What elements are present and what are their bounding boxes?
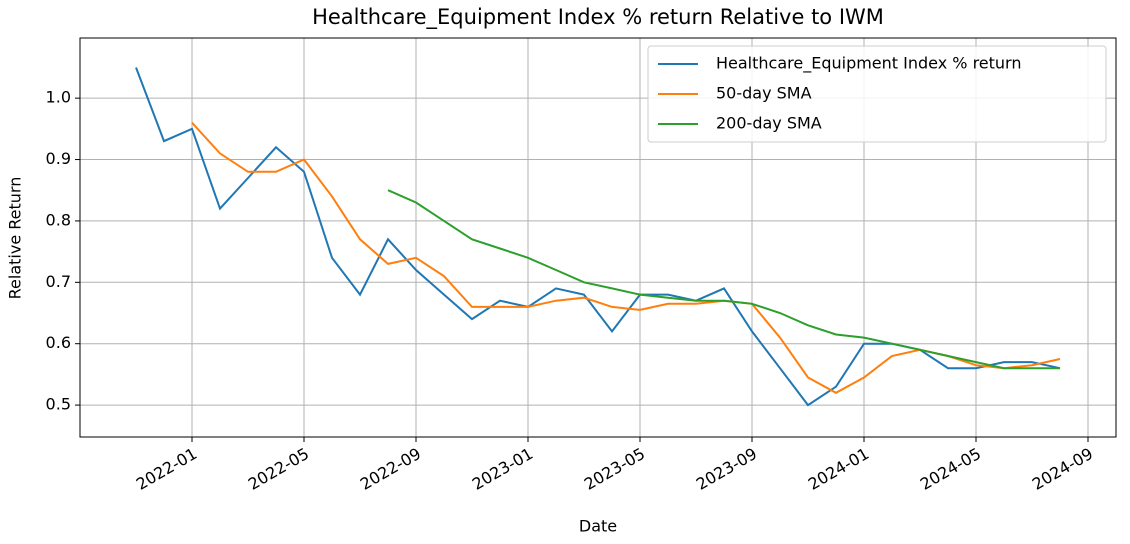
y-tick-label: 0.5 <box>46 395 71 414</box>
x-tick-label: 2024-01 <box>805 444 872 494</box>
legend-label: Healthcare_Equipment Index % return <box>716 54 1022 74</box>
y-tick-label: 0.6 <box>46 333 71 352</box>
x-axis-label: Date <box>579 517 617 536</box>
legend-box <box>647 45 1107 143</box>
line-series <box>191 122 1061 394</box>
x-tick-label: 2023-09 <box>693 444 760 494</box>
x-tick-label: 2024-09 <box>1029 444 1096 494</box>
x-tick-label: 2022-09 <box>357 444 424 494</box>
y-tick-label: 0.8 <box>46 210 71 229</box>
x-tick-label: 2023-05 <box>581 444 648 494</box>
legend-label: 200-day SMA <box>716 114 822 133</box>
legend: Healthcare_Equipment Index % return 50-da… <box>647 45 1107 143</box>
x-tick-label: 2022-01 <box>133 444 200 494</box>
x-tick-label: 2023-01 <box>469 444 536 494</box>
chart-title: Healthcare_Equipment Index % return Rela… <box>312 5 884 30</box>
y-axis-label: Relative Return <box>6 177 25 300</box>
y-tick-label: 0.7 <box>46 272 71 291</box>
plot-frame <box>79 37 1117 438</box>
x-tick-label: 2024-05 <box>917 444 984 494</box>
legend-label: 50-day SMA <box>716 84 812 103</box>
y-tick-label: 1.0 <box>46 88 71 107</box>
line-series <box>387 189 1060 370</box>
y-tick-label: 0.9 <box>46 149 71 168</box>
x-tick-label: 2022-05 <box>245 444 312 494</box>
